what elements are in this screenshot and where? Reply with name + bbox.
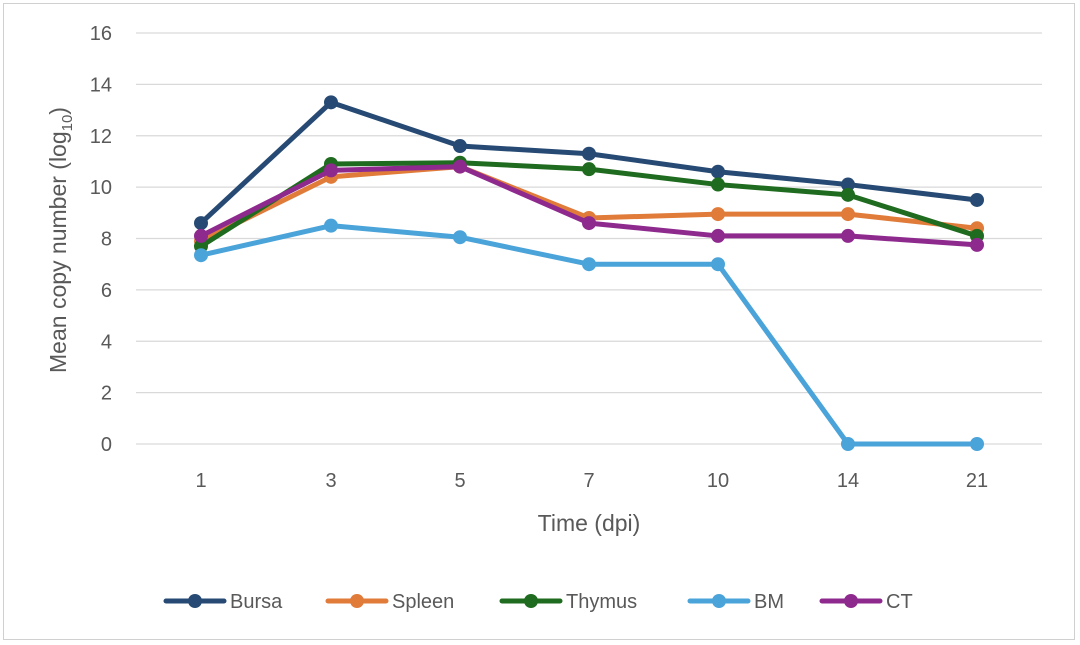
- legend-marker: [524, 594, 538, 608]
- x-axis-ticks: 1 3 5 7 10 14 21: [195, 470, 988, 492]
- data-point-bm: [194, 248, 208, 263]
- x-tick-label: 5: [454, 470, 465, 492]
- chart-frame: [3, 3, 1075, 640]
- data-point-bursa: [194, 216, 208, 231]
- data-point-bursa: [711, 164, 725, 179]
- x-axis-title: Time (dpi): [538, 510, 641, 536]
- x-tick-label: 10: [707, 470, 729, 492]
- data-point-bursa: [324, 95, 338, 110]
- data-point-thymus: [841, 187, 855, 202]
- data-point-bursa: [582, 146, 596, 161]
- series-line-ct: [198, 164, 980, 248]
- data-point-ct: [453, 159, 467, 174]
- data-point-ct: [841, 228, 855, 243]
- legend-label: CT: [886, 591, 913, 613]
- y-axis-title-close: ): [45, 107, 71, 115]
- data-point-ct: [194, 228, 208, 243]
- data-point-spleen: [711, 207, 725, 222]
- series-ct: [194, 159, 984, 252]
- data-point-bm: [841, 437, 855, 451]
- legend-label: Bursa: [230, 591, 283, 613]
- data-point-thymus: [711, 177, 725, 192]
- data-point-bm: [970, 437, 984, 451]
- legend-marker: [844, 594, 858, 608]
- legend-marker: [188, 594, 202, 608]
- legend: Bursa Spleen Thymus BM CT: [163, 591, 913, 613]
- y-tick-label: 6: [101, 280, 112, 302]
- data-point-spleen: [841, 207, 855, 222]
- data-point-ct: [582, 216, 596, 231]
- data-point-ct: [711, 228, 725, 243]
- x-tick-label: 1: [195, 470, 206, 492]
- legend-label: Spleen: [392, 591, 454, 613]
- y-axis-title: Mean copy number (log10): [45, 107, 76, 373]
- y-tick-label: 4: [101, 331, 112, 353]
- data-point-bursa: [453, 139, 467, 154]
- y-tick-label: 8: [101, 229, 112, 251]
- data-point-bursa: [970, 192, 984, 207]
- series-lines: [194, 95, 984, 451]
- y-tick-label: 10: [90, 177, 112, 199]
- data-point-thymus: [582, 162, 596, 177]
- legend-label: Thymus: [566, 591, 637, 613]
- data-point-bm: [324, 218, 338, 233]
- y-tick-label: 0: [101, 434, 112, 456]
- y-axis-title-main: Mean copy number (log: [45, 131, 71, 373]
- legend-item-ct: CT: [819, 591, 913, 613]
- data-point-bm: [582, 257, 596, 272]
- legend-item-bursa: Bursa: [163, 591, 283, 613]
- legend-marker: [712, 594, 726, 608]
- legend-label: BM: [754, 591, 784, 613]
- y-axis-title-subscript: 10: [59, 115, 76, 132]
- legend-item-spleen: Spleen: [325, 591, 454, 613]
- data-point-bm: [453, 230, 467, 245]
- series-bm: [194, 218, 984, 451]
- legend-item-thymus: Thymus: [499, 591, 637, 613]
- legend-marker: [350, 594, 364, 608]
- data-point-ct: [970, 237, 984, 252]
- data-point-ct: [324, 163, 338, 178]
- y-tick-label: 12: [90, 126, 112, 148]
- data-point-bm: [711, 257, 725, 272]
- x-tick-label: 7: [583, 470, 594, 492]
- series-bursa: [194, 95, 984, 231]
- legend-item-bm: BM: [687, 591, 784, 613]
- y-axis-ticks: 0 2 4 6 8 10 12 14 16: [90, 23, 112, 456]
- data-point-bursa: [841, 177, 855, 192]
- x-tick-label: 21: [966, 470, 988, 492]
- y-tick-label: 2: [101, 383, 112, 405]
- x-tick-label: 14: [837, 470, 859, 492]
- y-tick-label: 16: [90, 23, 112, 45]
- x-tick-label: 3: [325, 470, 336, 492]
- y-tick-label: 14: [90, 74, 112, 96]
